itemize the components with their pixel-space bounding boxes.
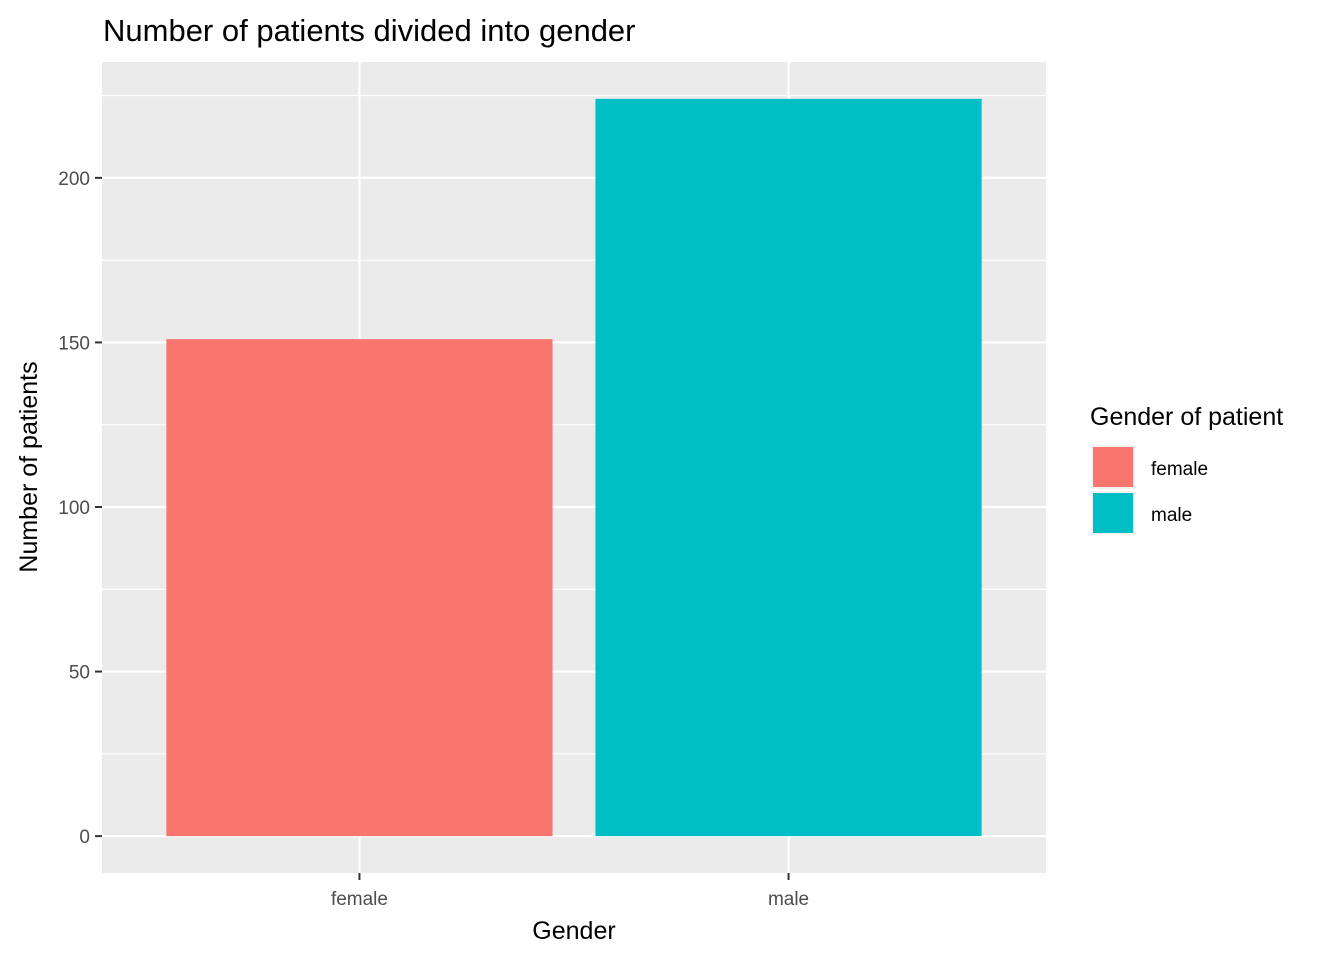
y-tick-label: 0 (79, 827, 90, 848)
chart-title: Number of patients divided into gender (103, 13, 636, 48)
bar-male (595, 98, 982, 837)
legend-swatch-male (1093, 493, 1133, 533)
y-axis-title: Number of patients (15, 361, 43, 572)
y-tick-label: 100 (58, 498, 90, 519)
y-tick-label: 200 (58, 169, 90, 190)
x-axis-ticks: female male (331, 873, 809, 910)
y-tick-label: 150 (58, 333, 90, 354)
x-tick-label: male (768, 889, 809, 910)
bars (166, 98, 982, 837)
legend-label: female (1151, 459, 1208, 480)
bar-female (166, 339, 553, 837)
legend-items: female male (1091, 445, 1208, 535)
legend-title: Gender of patient (1090, 403, 1283, 431)
y-axis-ticks: 0 50 100 150 200 (58, 169, 102, 848)
legend: Gender of patient female male (1090, 403, 1283, 535)
y-tick-label: 50 (69, 663, 90, 684)
legend-swatch-female (1093, 447, 1133, 487)
x-tick-label: female (331, 889, 388, 910)
legend-label: male (1151, 505, 1192, 526)
x-axis-title: Gender (532, 917, 615, 945)
